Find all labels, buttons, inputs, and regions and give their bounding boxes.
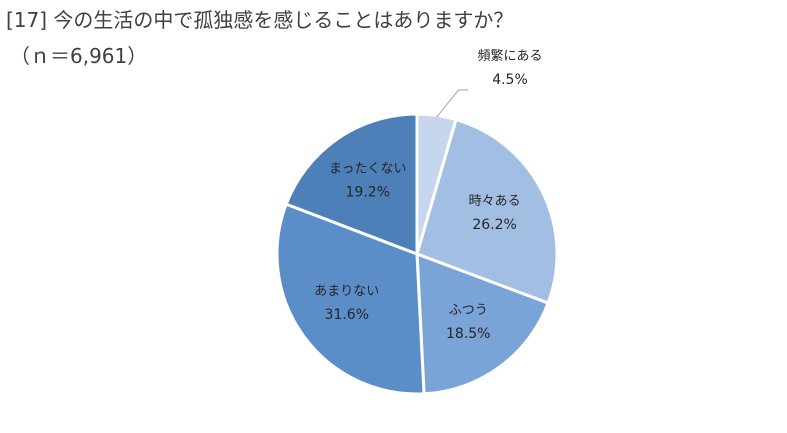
slice-value-3: 31.6% [325,307,369,323]
chart-subtitle: （ｎ＝6,961） [10,44,148,68]
slice-label-0: 頻繁にある [477,48,542,64]
pie-slice-3 [275,202,426,396]
pie-slice-1 [415,118,559,305]
slice-label-4: まったくない [329,162,406,177]
slice-value-0: 4.5% [492,72,528,88]
slice-label-1: 時々ある [469,194,521,209]
leader-line-slice-0 [436,89,469,118]
slice-value-2: 18.5% [446,326,490,342]
chart-title: [17] 今の生活の中で孤独感を感じることはありますか？ [6,8,514,32]
slice-label-2: ふつう [449,303,488,318]
slice-value-4: 19.2% [346,185,390,201]
slice-value-1: 26.2% [472,217,516,233]
slice-label-3: あまりない [314,284,379,299]
pie-slice-2 [415,252,550,396]
pie-slice-4 [284,112,419,256]
